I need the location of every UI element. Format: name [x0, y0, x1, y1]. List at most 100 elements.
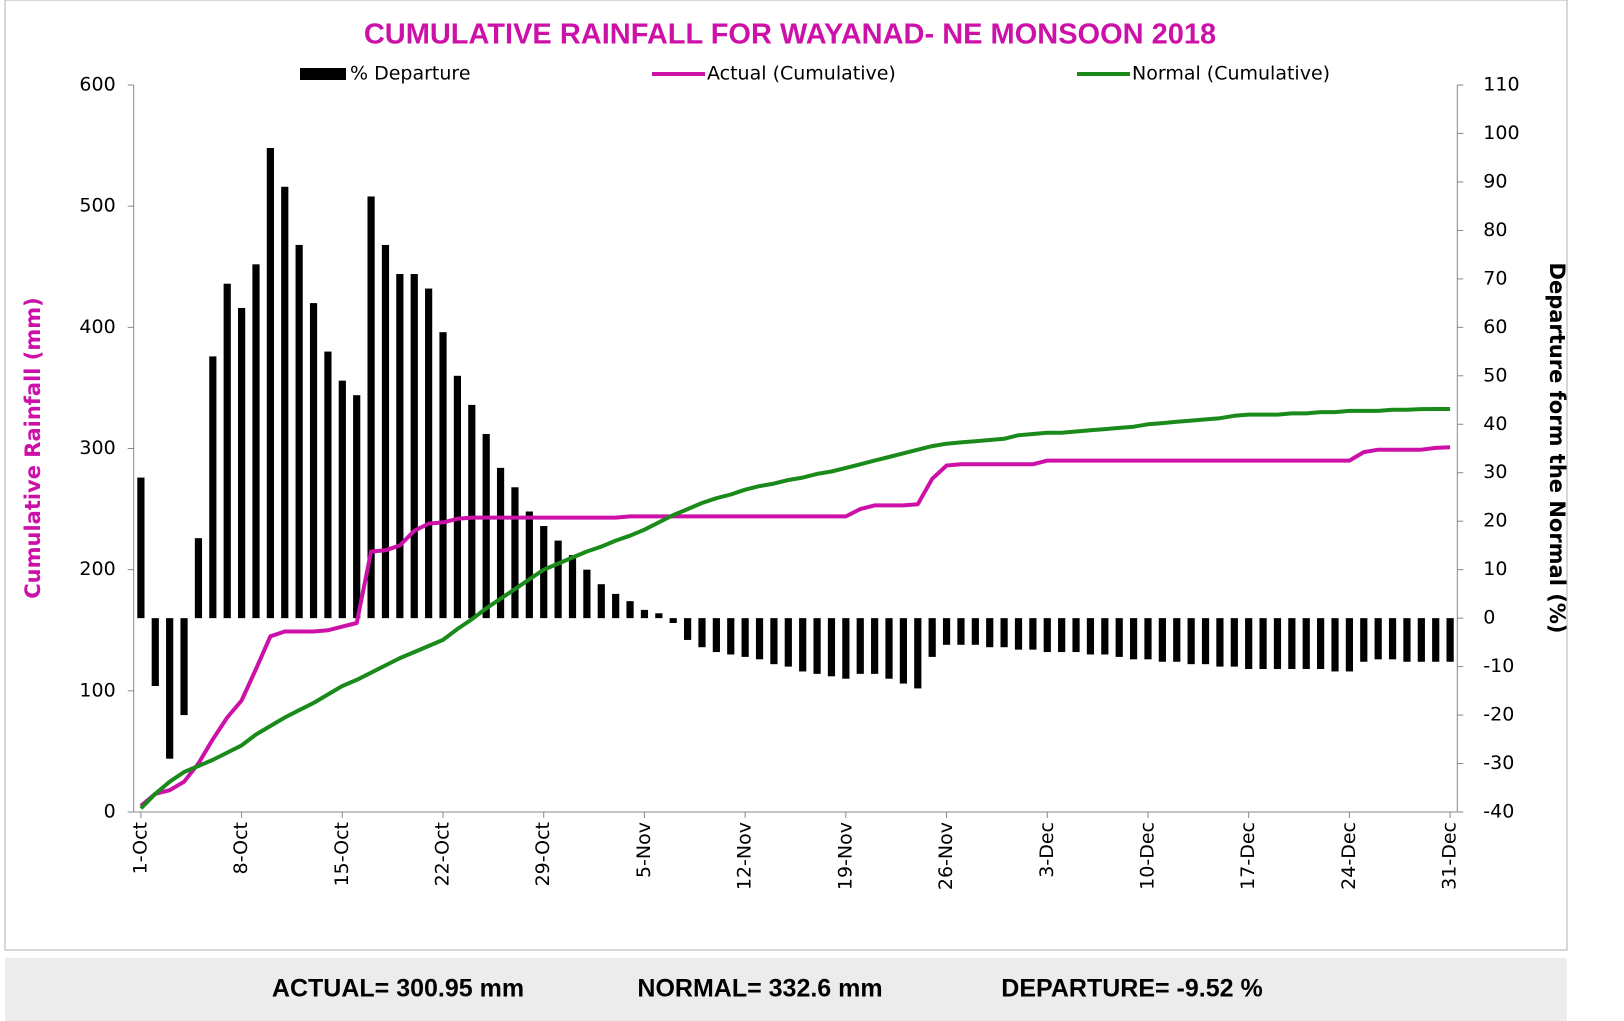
bar: [482, 433, 490, 619]
footer-actual: ACTUAL= 300.95 mm: [272, 975, 524, 1003]
y2-tick-label: -30: [1483, 752, 1514, 774]
x-tick-label: 12-Nov: [734, 822, 756, 890]
y2-tick-label: 30: [1483, 461, 1507, 483]
bar: [453, 375, 462, 619]
y-tick-label: 400: [79, 316, 115, 338]
bar: [770, 618, 778, 665]
bar: [1201, 618, 1210, 665]
bar: [252, 264, 260, 619]
bar: [683, 618, 692, 640]
x-tick-label: 29-Oct: [532, 822, 554, 886]
chart-title: CUMULATIVE RAINFALL FOR WAYANAD- NE MONS…: [364, 19, 1216, 51]
bar: [871, 618, 879, 674]
bar: [166, 618, 174, 759]
y2-tick-label: 40: [1483, 413, 1507, 435]
y2-tick-label: -40: [1483, 801, 1514, 823]
bar: [640, 609, 649, 619]
y-tick-label: 600: [79, 74, 115, 96]
x-tick-label: 15-Oct: [331, 822, 353, 886]
bar: [1173, 618, 1181, 662]
bar: [1288, 618, 1296, 670]
footer-departure: DEPARTURE= -9.52 %: [1001, 975, 1262, 1003]
bar: [1388, 618, 1397, 660]
line: [139, 445, 1451, 808]
bar: [1403, 618, 1411, 662]
legend-label: Actual (Cumulative): [707, 63, 896, 85]
bar: [612, 593, 620, 619]
bar: [1259, 618, 1267, 670]
bar: [525, 511, 533, 619]
bar: [1216, 618, 1224, 667]
bar: [353, 395, 361, 619]
x-tick-label: 26-Nov: [935, 822, 957, 890]
bar: [1331, 618, 1339, 672]
bar: [971, 618, 979, 645]
x-tick-label: 31-Dec: [1439, 822, 1461, 890]
legend-label: Normal (Cumulative): [1132, 63, 1330, 85]
bar: [899, 618, 908, 684]
y2-tick-label: 60: [1483, 316, 1507, 338]
bar: [842, 618, 850, 679]
bar: [1374, 618, 1382, 660]
bar: [568, 555, 577, 619]
x-tick-label: 10-Dec: [1136, 822, 1158, 890]
bar: [583, 569, 591, 619]
bar: [942, 618, 951, 645]
bar: [799, 618, 807, 672]
bar: [957, 618, 965, 645]
bar: [396, 274, 404, 619]
y2-tick-label: 100: [1483, 122, 1519, 144]
y2-tick-label: -20: [1483, 704, 1514, 726]
x-tick-label: 8-Oct: [230, 822, 252, 874]
bar: [1273, 618, 1282, 670]
bar: [1144, 618, 1152, 660]
y2-tick-label: 0: [1483, 607, 1495, 629]
bar: [1101, 618, 1109, 655]
footer-normal: NORMAL= 332.6 mm: [637, 975, 882, 1003]
x-tick-label: 3-Dec: [1036, 822, 1058, 878]
bar: [1187, 618, 1195, 665]
bar: [1345, 618, 1353, 672]
line: [139, 407, 1451, 810]
bar: [885, 618, 893, 679]
y-tick-label: 200: [79, 558, 115, 580]
bar: [784, 618, 792, 667]
x-tick-label: 17-Dec: [1237, 822, 1259, 890]
y2-tick-label: 90: [1483, 170, 1507, 192]
x-tick-label: 1-Oct: [129, 822, 151, 874]
bar: [1014, 618, 1023, 650]
bar: [425, 288, 433, 619]
y2-tick-label: 110: [1483, 74, 1519, 96]
bar: [1058, 618, 1066, 653]
x-tick-label: 22-Oct: [432, 822, 454, 886]
bar: [986, 618, 994, 648]
bar: [554, 540, 562, 619]
bar: [1317, 618, 1325, 670]
bar: [367, 196, 375, 619]
y2-tick-label: 70: [1483, 267, 1507, 289]
bar: [1115, 618, 1123, 657]
bar: [813, 618, 821, 674]
bar: [1302, 618, 1310, 670]
bar: [209, 356, 217, 619]
bar: [1417, 618, 1425, 662]
bar: [597, 584, 605, 619]
bar: [712, 618, 720, 653]
y2-tick-label: 20: [1483, 510, 1507, 532]
bar: [698, 618, 706, 648]
bar: [1432, 618, 1440, 662]
bar: [281, 186, 289, 619]
bar: [266, 148, 274, 619]
bar: [755, 618, 764, 660]
x-tick-label: 24-Dec: [1338, 822, 1360, 890]
bar: [194, 538, 203, 619]
bar: [180, 618, 188, 716]
bar: [1029, 618, 1037, 650]
bar: [1360, 618, 1368, 662]
chart-border: [4, 0, 1568, 951]
bar: [324, 351, 332, 619]
bar: [1043, 618, 1051, 653]
bar: [1129, 618, 1138, 660]
legend-swatch: [300, 68, 346, 80]
